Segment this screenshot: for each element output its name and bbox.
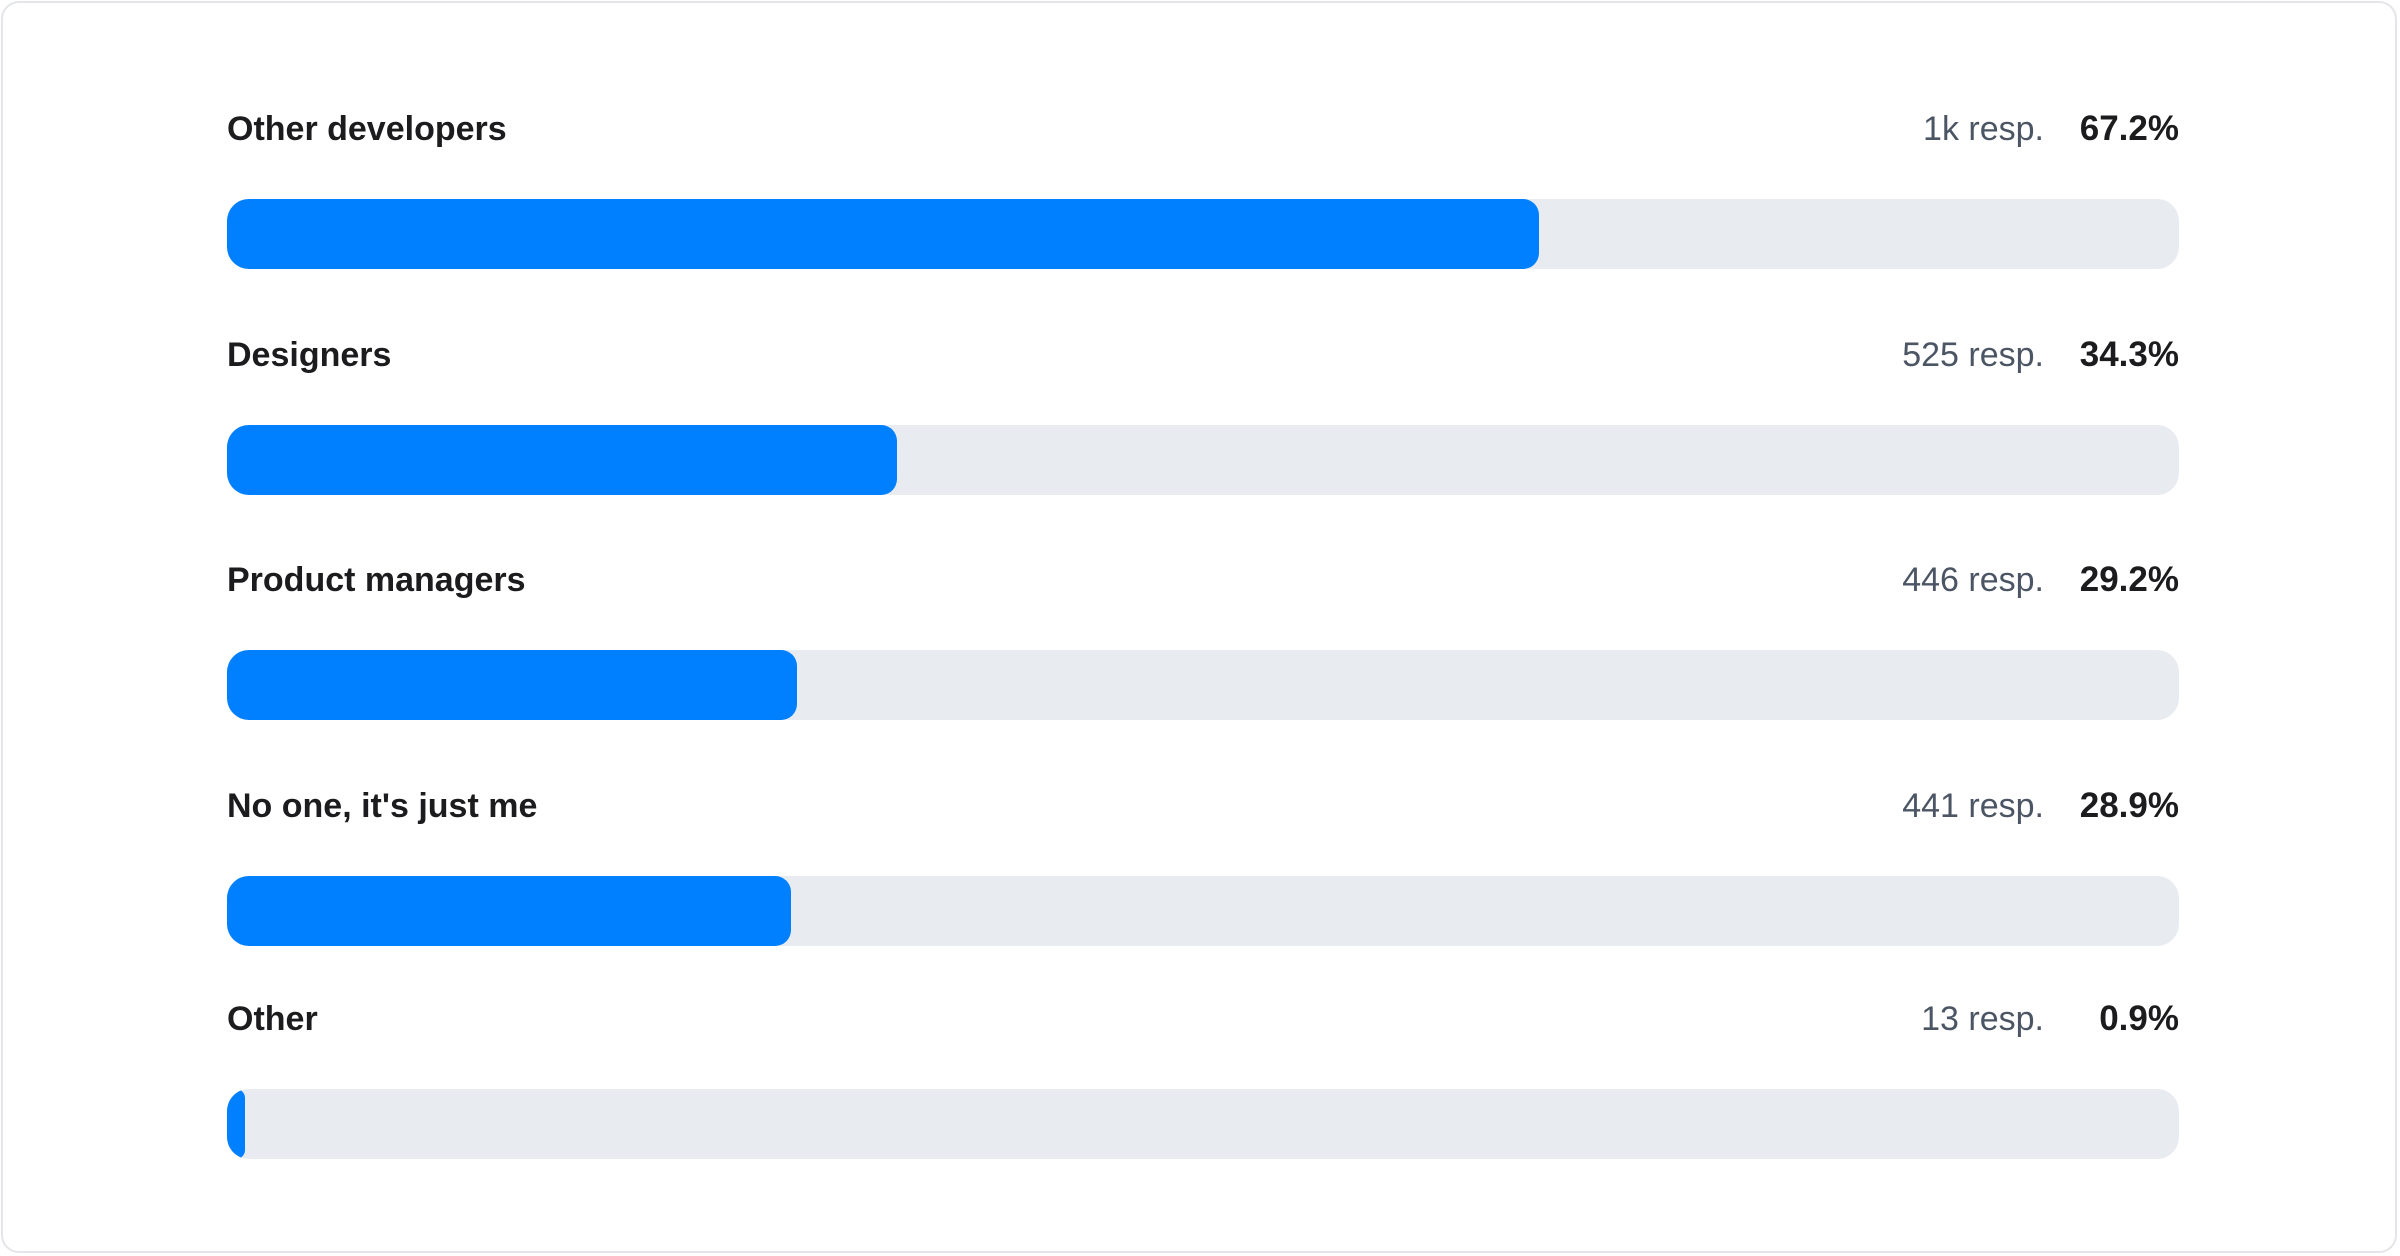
percent-label: 0.9% [2099, 999, 2179, 1038]
bar-track [227, 1089, 2179, 1159]
response-count: 441 resp. [1902, 786, 2044, 825]
bar-header: Other 13 resp. 0.9% [227, 991, 2179, 1047]
bar-fill [227, 1089, 245, 1159]
bar-header: Product managers 446 resp. 29.2% [227, 552, 2179, 608]
bar-fill [227, 425, 897, 495]
percent-label: 67.2% [2079, 109, 2179, 148]
category-label: Product managers [227, 560, 526, 599]
bar-header: Designers 525 resp. 34.3% [227, 327, 2179, 383]
response-count: 446 resp. [1902, 560, 2044, 599]
category-label: Other developers [227, 109, 507, 148]
bar-track [227, 650, 2179, 720]
bar-fill [227, 650, 797, 720]
bar-header: Other developers 1k resp. 67.2% [227, 101, 2179, 157]
category-label: Other [227, 999, 318, 1038]
bar-track [227, 425, 2179, 495]
bar-row: No one, it's just me 441 resp. 28.9% [227, 778, 2179, 946]
bar-track [227, 876, 2179, 946]
bar-track [227, 199, 2179, 269]
bar-row: Designers 525 resp. 34.3% [227, 327, 2179, 495]
response-count: 525 resp. [1902, 335, 2044, 374]
percent-label: 28.9% [2079, 786, 2179, 825]
bar-row: Other 13 resp. 0.9% [227, 991, 2179, 1159]
response-count: 1k resp. [1923, 109, 2044, 148]
percent-label: 34.3% [2079, 335, 2179, 374]
bar-header: No one, it's just me 441 resp. 28.9% [227, 778, 2179, 834]
response-count: 13 resp. [1921, 999, 2044, 1038]
category-label: Designers [227, 335, 392, 374]
percent-label: 29.2% [2079, 560, 2179, 599]
bar-row: Product managers 446 resp. 29.2% [227, 552, 2179, 720]
bar-fill [227, 199, 1539, 269]
bar-fill [227, 876, 792, 946]
category-label: No one, it's just me [227, 786, 538, 825]
bar-row: Other developers 1k resp. 67.2% [227, 101, 2179, 269]
